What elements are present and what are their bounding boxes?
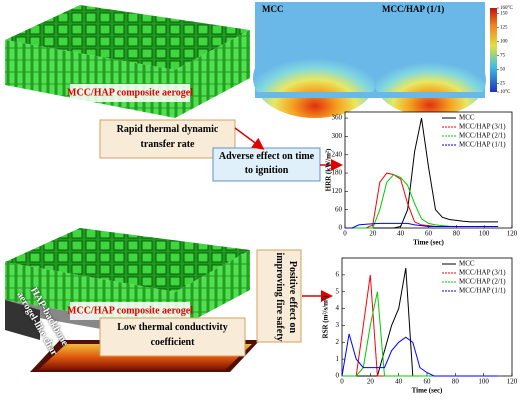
x-tick-label: 60	[424, 378, 432, 386]
hrr-chart: 0 60 120 180 240 300 360 0 20 40 60 80 100 120 Time (s…	[325, 111, 518, 247]
adverse-box	[212, 147, 321, 182]
legend-label: MCC/HAP (3/1)	[459, 269, 506, 277]
x-tick-label: 80	[452, 378, 460, 386]
y-axis-label: HRR (kW/m²)	[325, 148, 333, 191]
arrow	[234, 127, 265, 150]
aerogel-label: MCC/HAP composite aerogel	[67, 305, 193, 316]
x-tick-label: 60	[425, 230, 433, 238]
y-tick-label: 300	[332, 132, 343, 140]
colorbar-label: 50	[500, 68, 506, 73]
x-tick-label: 0	[343, 230, 347, 238]
colorbar-label: 75	[500, 54, 506, 59]
x-tick-label: 100	[478, 378, 489, 386]
colorbar-label: 25	[500, 82, 506, 87]
aerogel-label: MCC/HAP composite aerogel	[67, 87, 193, 98]
heat-title: MCC	[262, 4, 284, 14]
x-tick-label: 0	[340, 378, 344, 386]
colorbar-label: 125	[500, 26, 508, 31]
y-tick-label: 180	[332, 169, 343, 177]
legend-label: MCC/HAP (2/1)	[459, 278, 506, 286]
legend-label: MCC/HAP (3/1)	[459, 123, 506, 131]
heat-title: MCC/HAP (1/1)	[382, 4, 444, 14]
y-tick-label: 360	[332, 114, 343, 122]
series-line	[341, 333, 498, 377]
colorbar-label: 10°C	[500, 90, 511, 95]
x-tick-label: 120	[507, 230, 518, 238]
x-tick-label: 40	[395, 378, 403, 386]
legend-label: MCC	[459, 114, 475, 122]
positive-text: Positive effect on improving fire safety	[274, 252, 298, 342]
label-bg	[70, 302, 190, 320]
x-tick-label: 80	[453, 230, 461, 238]
colorbar-label: 150	[500, 12, 508, 17]
transfer-fo: Rapid thermal dynamic transfer rate	[116, 124, 219, 150]
x-tick-label: 20	[367, 378, 375, 386]
heat-zone	[374, 44, 486, 116]
series-line	[345, 222, 499, 229]
y-tick-label: 2	[336, 338, 340, 346]
y-tick-label: 6	[336, 270, 340, 278]
colorbar-label: 160°C	[500, 6, 513, 11]
heat-base	[255, 92, 485, 98]
conductivity-text: Low thermal conductivity coefficient	[117, 322, 228, 348]
x-tick-label: 100	[479, 230, 490, 238]
conductivity-box	[99, 317, 246, 357]
x-tick-label: 40	[397, 230, 405, 238]
y-tick-label: 3	[336, 321, 340, 329]
adverse-text: Adverse effect on time to ignition	[218, 151, 315, 176]
plot-frame	[344, 111, 513, 229]
heat-zone	[253, 38, 377, 118]
y-tick-label: 5	[336, 287, 340, 295]
y-tick-label: 60	[335, 205, 343, 213]
x-axis-label: Time (sec)	[413, 239, 444, 247]
y-axis-label: RSR (m²/s/m²)	[322, 295, 330, 339]
conductivity-fo: Low thermal conductivity coefficient	[117, 322, 228, 348]
y-tick-label: 240	[332, 150, 343, 158]
colorbar-label: 100	[500, 40, 508, 45]
legend-label: MCC/HAP (1/1)	[459, 287, 506, 295]
y-tick-label: 1	[336, 355, 340, 363]
x-axis-label: Time (sec)	[412, 387, 443, 395]
y-tick-label: 4	[336, 304, 340, 312]
legend-label: MCC/HAP (2/1)	[459, 132, 506, 140]
legend-label: MCC	[459, 260, 475, 268]
positive-fo: Positive effect on improving fire safety	[274, 252, 298, 342]
y-tick-label: 0	[336, 372, 340, 380]
y-tick-label: 0	[339, 224, 343, 232]
x-tick-label: 20	[369, 230, 377, 238]
x-tick-label: 120	[507, 378, 518, 386]
y-tick-label: 120	[332, 187, 343, 195]
transfer-text: Rapid thermal dynamic transfer rate	[116, 124, 219, 150]
label-bg	[70, 84, 190, 102]
adverse-fo: Adverse effect on time to ignition	[218, 151, 315, 176]
legend-label: MCC/HAP (1/1)	[459, 141, 506, 149]
colorbar	[490, 8, 497, 92]
positive-box	[256, 249, 302, 343]
